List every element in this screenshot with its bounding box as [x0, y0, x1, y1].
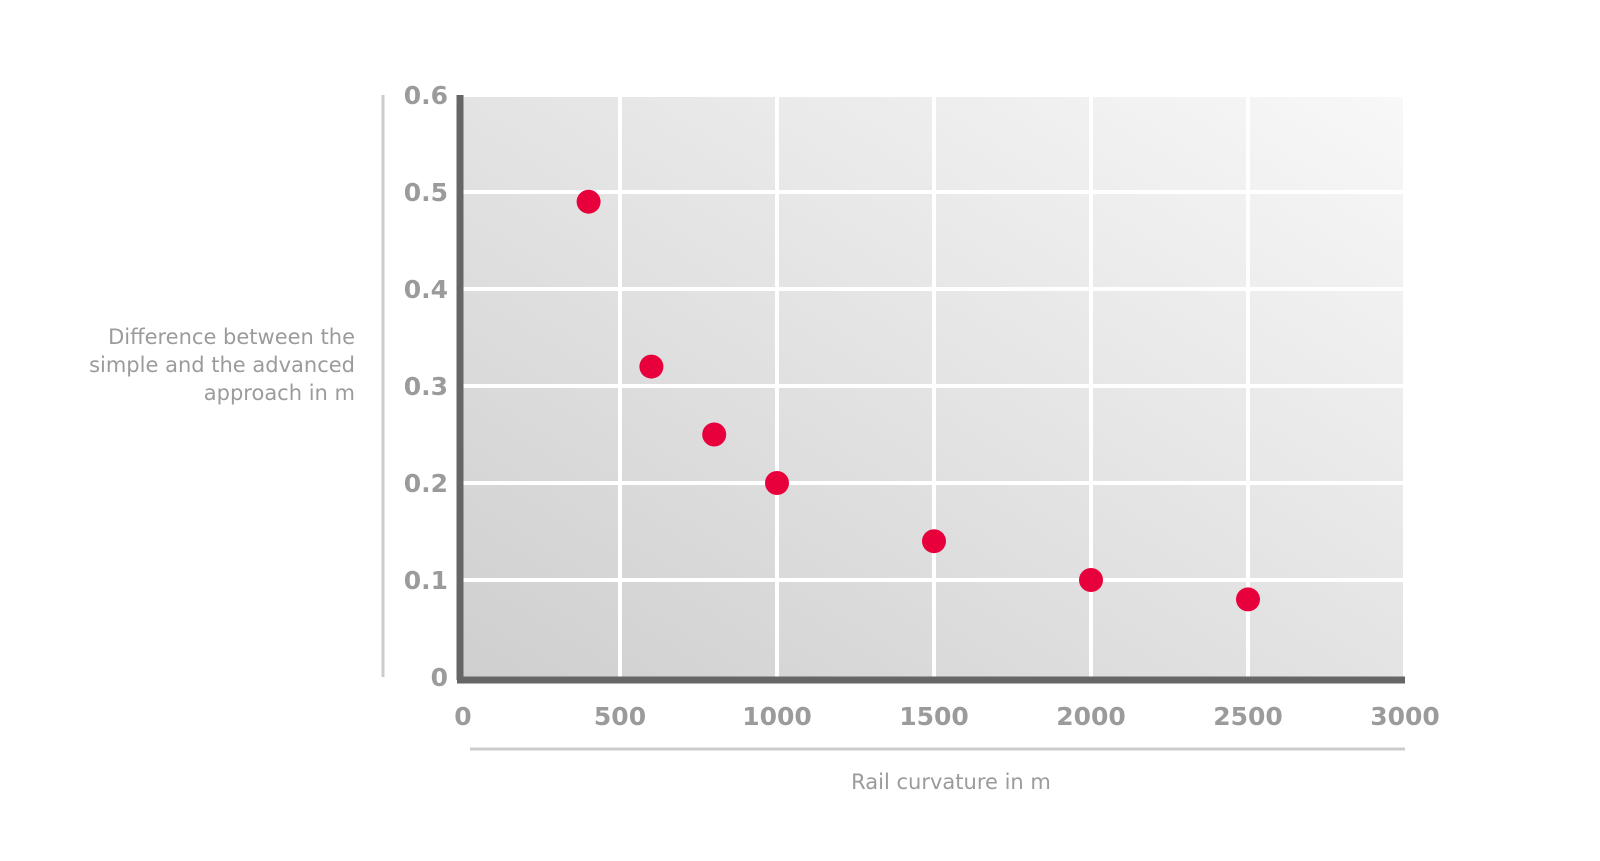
data-point	[576, 189, 601, 214]
y-tick-label: 0.6	[404, 81, 448, 110]
y-tick-label: 0.1	[404, 566, 448, 595]
data-point	[702, 422, 727, 447]
x-tick-label: 2500	[1213, 702, 1283, 731]
data-point	[1236, 587, 1260, 612]
y-tick-label: 0.5	[404, 178, 448, 207]
x-tick-label: 1000	[742, 702, 812, 731]
y-tick-label: 0	[431, 663, 448, 692]
y-axis-title-line: Difference between the	[108, 325, 355, 349]
x-tick-label: 0	[454, 702, 471, 731]
x-tick-label: 3000	[1370, 702, 1440, 731]
data-point	[639, 354, 664, 379]
x-tick-label: 2000	[1056, 702, 1126, 731]
y-axis-title-line: approach in m	[204, 381, 355, 405]
data-point	[1079, 568, 1103, 592]
x-tick-label: 1500	[899, 702, 969, 731]
y-tick-label: 0.4	[404, 275, 448, 304]
data-point	[765, 471, 789, 495]
y-axis-title-line: simple and the advanced	[89, 353, 355, 377]
gridlines	[463, 93, 1407, 677]
axes	[456, 95, 1405, 684]
y-tick-label: 0.2	[404, 469, 448, 498]
y-tick-label: 0.3	[404, 372, 448, 401]
data-points	[576, 189, 1260, 612]
x-axis-title: Rail curvature in m	[851, 770, 1051, 794]
tick-labels: 0 500 1000 1500 2000 2500 3000 0 0.1 0.2 0.3 0.4 0.5…	[404, 81, 1440, 731]
data-point	[922, 529, 946, 554]
x-tick-label: 500	[594, 702, 646, 731]
y-axis-title: Difference between the simple and the adv…	[89, 325, 355, 405]
